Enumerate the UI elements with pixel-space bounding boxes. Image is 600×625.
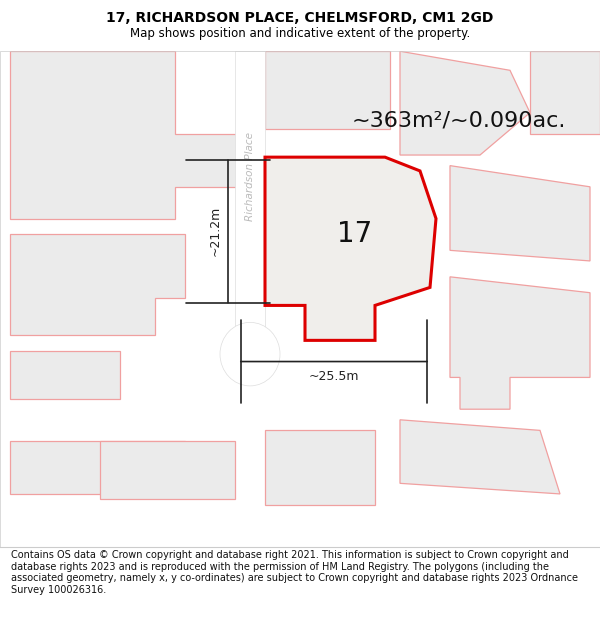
Text: ~25.5m: ~25.5m: [309, 370, 359, 383]
Polygon shape: [265, 51, 390, 129]
Polygon shape: [450, 166, 590, 261]
Polygon shape: [530, 51, 600, 134]
Polygon shape: [450, 277, 590, 409]
Text: Contains OS data © Crown copyright and database right 2021. This information is : Contains OS data © Crown copyright and d…: [11, 550, 578, 595]
Text: 17: 17: [337, 221, 373, 249]
Polygon shape: [400, 420, 560, 494]
Bar: [235, 51, 265, 378]
Polygon shape: [10, 234, 185, 335]
Text: 17, RICHARDSON PLACE, CHELMSFORD, CM1 2GD: 17, RICHARDSON PLACE, CHELMSFORD, CM1 2G…: [106, 11, 494, 25]
Polygon shape: [10, 51, 240, 219]
Polygon shape: [10, 351, 120, 399]
Text: ~21.2m: ~21.2m: [209, 206, 222, 256]
Polygon shape: [265, 431, 375, 504]
Circle shape: [220, 322, 280, 386]
Text: ~363m²/~0.090ac.: ~363m²/~0.090ac.: [352, 111, 566, 131]
Polygon shape: [10, 441, 185, 494]
Polygon shape: [400, 51, 530, 155]
Text: Richardson Place: Richardson Place: [245, 132, 255, 221]
Polygon shape: [100, 441, 235, 499]
Polygon shape: [265, 157, 436, 341]
Text: Map shows position and indicative extent of the property.: Map shows position and indicative extent…: [130, 27, 470, 40]
